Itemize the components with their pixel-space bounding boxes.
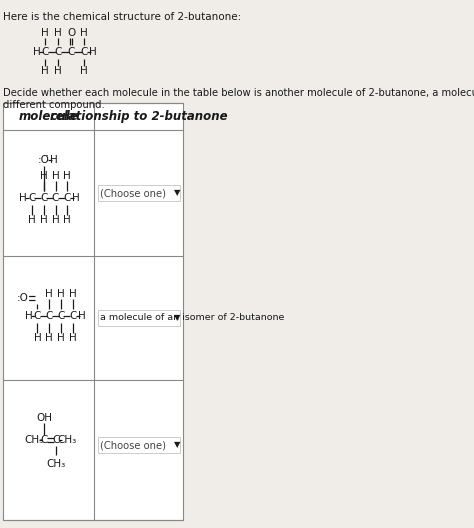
Text: C: C <box>52 193 59 203</box>
Text: H: H <box>46 333 53 343</box>
Text: OH: OH <box>36 413 53 423</box>
Text: H: H <box>19 193 27 203</box>
Text: H: H <box>52 215 59 225</box>
Text: (Choose one): (Choose one) <box>100 440 165 450</box>
Text: Decide whether each molecule in the table below is another molecule of 2-butanon: Decide whether each molecule in the tabl… <box>3 88 474 110</box>
Text: :Ö: :Ö <box>38 155 50 165</box>
Bar <box>3 103 183 520</box>
Text: C: C <box>53 435 60 445</box>
Text: C: C <box>46 311 53 321</box>
Text: H: H <box>33 47 40 57</box>
Text: H: H <box>81 28 88 38</box>
Text: H: H <box>40 171 47 181</box>
Text: H: H <box>52 171 59 181</box>
Text: H: H <box>40 215 47 225</box>
Text: H: H <box>55 66 62 76</box>
Text: H: H <box>41 66 49 76</box>
Bar <box>98 185 180 201</box>
Text: H: H <box>57 333 65 343</box>
Text: C: C <box>40 193 47 203</box>
Text: H: H <box>55 28 62 38</box>
Text: H: H <box>46 289 53 299</box>
Text: H: H <box>69 333 77 343</box>
Text: CH₃: CH₃ <box>25 435 44 445</box>
Text: H: H <box>89 47 97 57</box>
Text: :O:: :O: <box>17 293 32 303</box>
Text: a molecule of an isomer of 2-butanone: a molecule of an isomer of 2-butanone <box>100 314 284 323</box>
Text: (Choose one): (Choose one) <box>100 188 165 198</box>
Bar <box>98 437 180 453</box>
Text: C: C <box>57 311 65 321</box>
Text: H: H <box>41 28 49 38</box>
Text: H: H <box>28 215 36 225</box>
Text: C: C <box>34 311 41 321</box>
Text: relationship to 2-butanone: relationship to 2-butanone <box>50 110 228 123</box>
Text: C: C <box>28 193 36 203</box>
Text: H: H <box>64 215 71 225</box>
Bar <box>98 310 180 326</box>
Text: H: H <box>34 333 41 343</box>
Text: C: C <box>64 193 71 203</box>
Text: O: O <box>67 28 75 38</box>
Text: C: C <box>68 47 75 57</box>
Text: ▼: ▼ <box>173 188 180 197</box>
Text: H: H <box>50 155 58 165</box>
Text: H: H <box>72 193 80 203</box>
Text: ▼: ▼ <box>173 440 180 449</box>
Text: CH₃: CH₃ <box>46 459 66 469</box>
Text: H: H <box>25 311 33 321</box>
Text: C: C <box>42 47 49 57</box>
Text: H: H <box>69 289 77 299</box>
Text: H: H <box>57 289 65 299</box>
Text: H: H <box>81 66 88 76</box>
Text: CH₃: CH₃ <box>57 435 76 445</box>
Text: Here is the chemical structure of 2-butanone:: Here is the chemical structure of 2-buta… <box>3 12 241 22</box>
Text: H: H <box>78 311 85 321</box>
Text: C: C <box>55 47 62 57</box>
Text: ▼: ▼ <box>173 314 180 323</box>
Text: C: C <box>69 311 76 321</box>
Text: H: H <box>64 171 71 181</box>
Text: molecule: molecule <box>18 110 78 123</box>
Text: C: C <box>41 435 48 445</box>
Text: C: C <box>81 47 88 57</box>
